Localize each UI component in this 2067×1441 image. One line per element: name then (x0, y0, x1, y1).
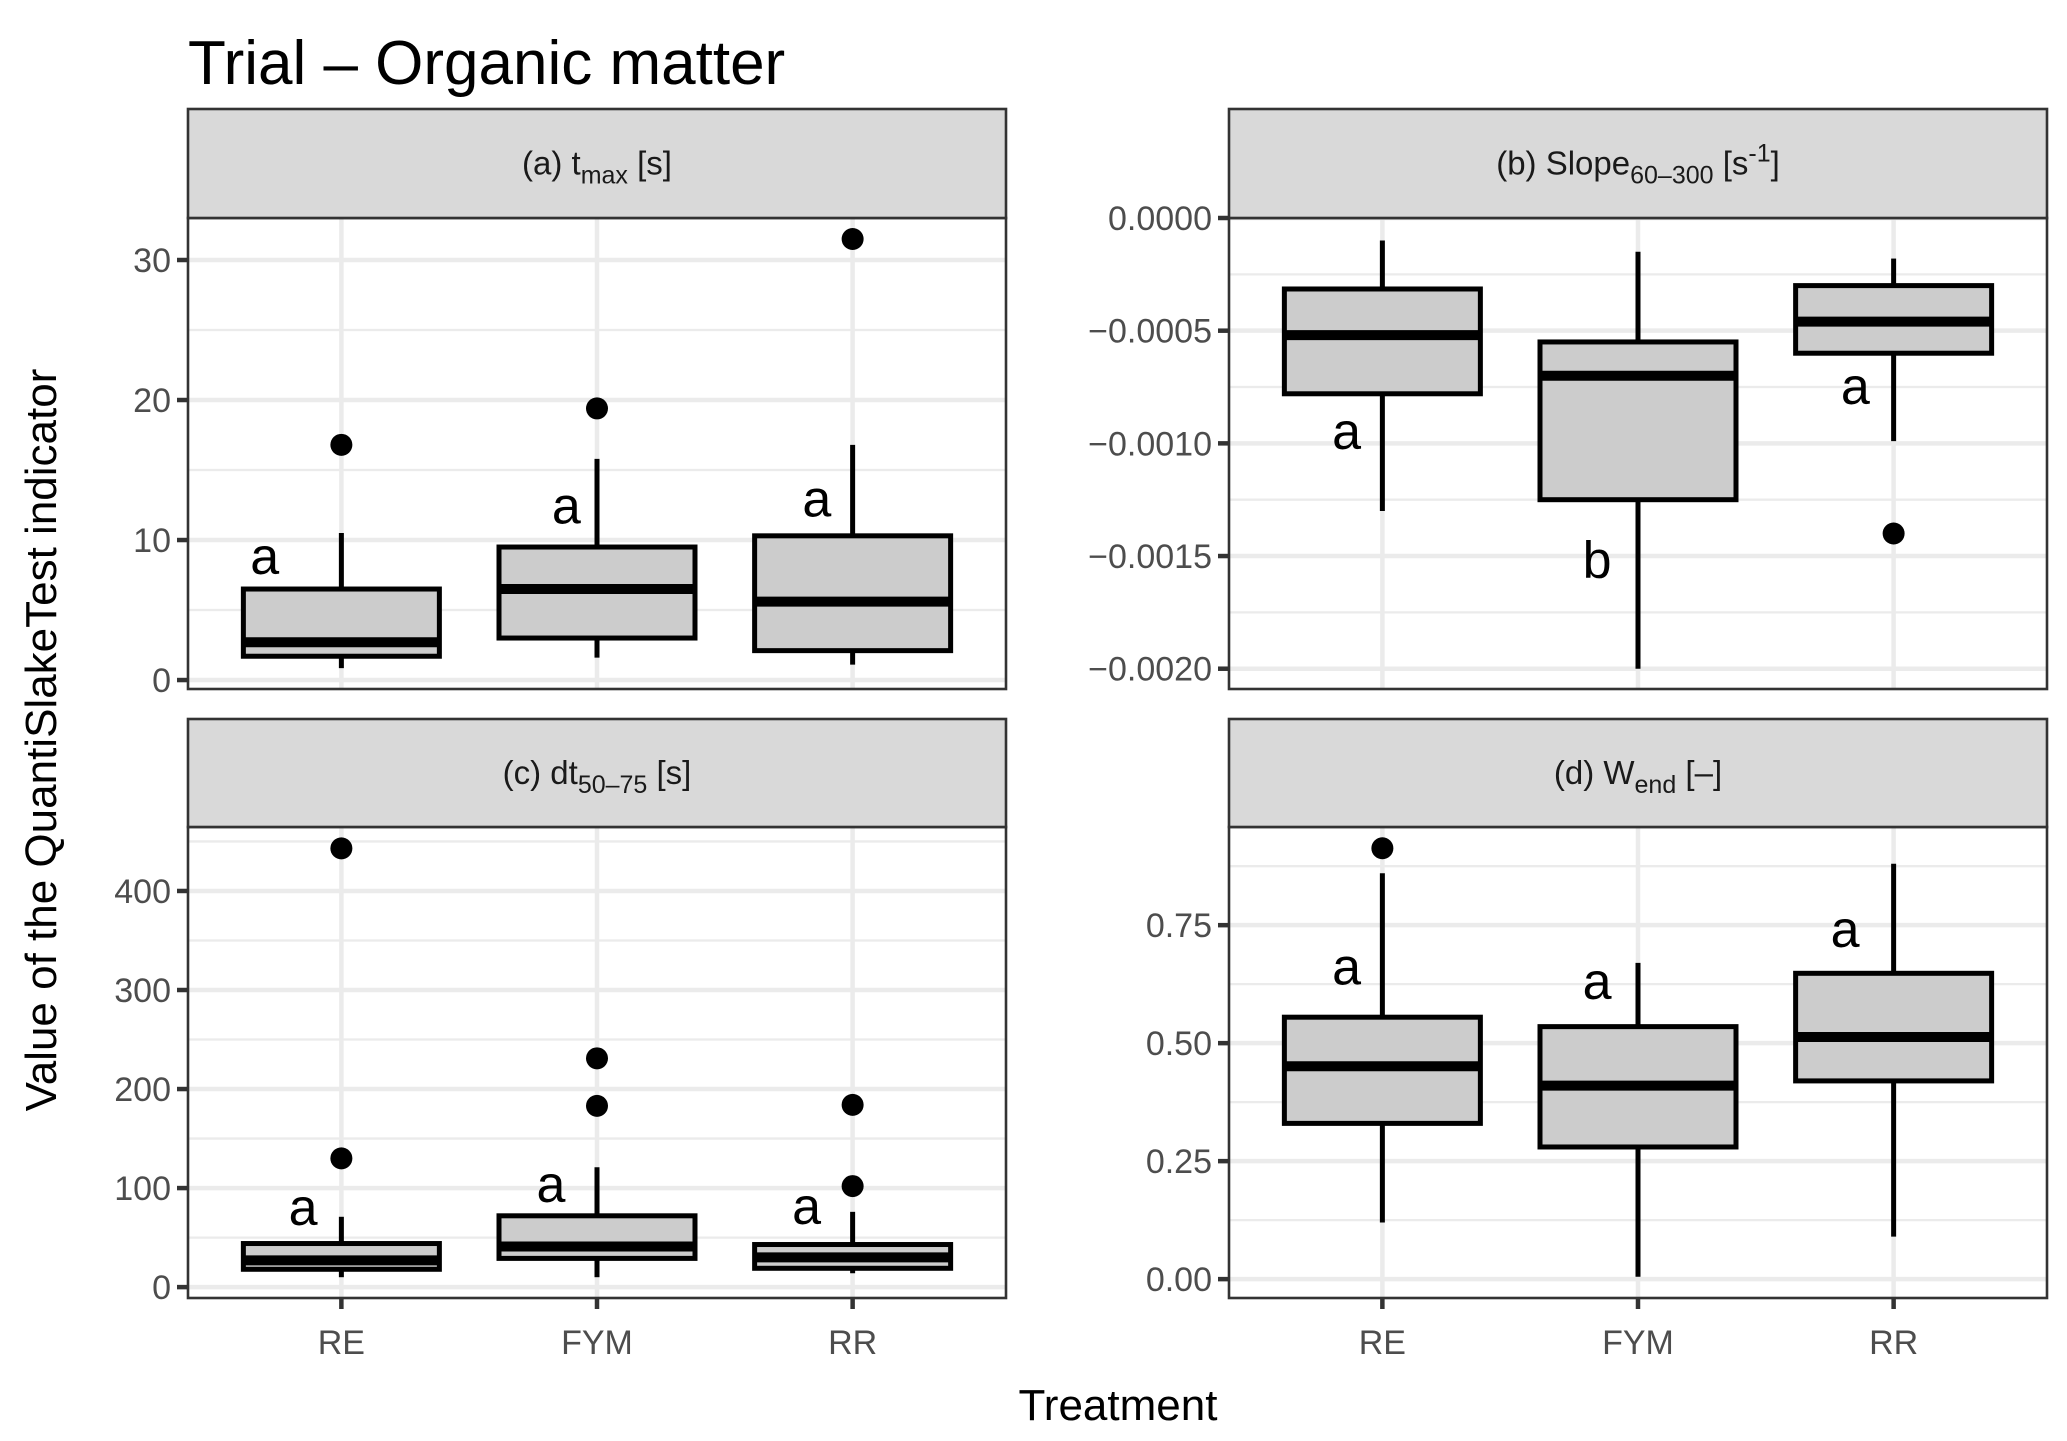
outlier-point (841, 1175, 864, 1198)
outlier-point (1371, 837, 1394, 860)
panel-b: 0.0000 −0.0005 −0.0010 −0.0015 −0.0020 a b a (b)… (1088, 107, 2049, 691)
facet-strip-label: (b) Slope60–300 [s-1] (1496, 140, 1780, 190)
y-tick-label: 10 (133, 522, 171, 560)
significance-letter: a (537, 1156, 566, 1214)
iqr-box (1537, 339, 1739, 503)
y-tick-label: 400 (114, 873, 171, 911)
significance-letter: a (1583, 953, 1612, 1011)
iqr-box (752, 533, 954, 654)
iqr-box (1793, 970, 1995, 1084)
box-RE: a (1281, 837, 1483, 1223)
outlier-point (1882, 522, 1905, 545)
facet-strip-label: (d) Wend [–] (1554, 754, 1722, 799)
significance-letter: b (1583, 532, 1612, 590)
x-axis-title: Treatment (1019, 1381, 1218, 1430)
significance-letter: a (1841, 358, 1870, 416)
box-RE: a (240, 837, 442, 1278)
outlier-point (586, 397, 608, 420)
x-tick-label: RE (318, 1324, 365, 1362)
outlier-point (330, 1147, 353, 1170)
x-tick-label: RR (828, 1324, 877, 1362)
facet-strip-label: (a) tmax [s] (522, 145, 672, 190)
chart-title: Trial – Organic matter (188, 29, 785, 98)
x-tick-label: RR (1869, 1324, 1918, 1362)
box-FYM: a (496, 397, 698, 658)
y-tick-label: 300 (114, 972, 171, 1010)
box-FYM: a (1537, 953, 1739, 1277)
x-tick-label: FYM (1602, 1324, 1674, 1362)
significance-letter: a (802, 470, 831, 528)
outlier-point (586, 1094, 608, 1117)
box-RR: a (752, 1093, 954, 1274)
outlier-point (330, 837, 353, 860)
box-RR: a (1793, 863, 1995, 1237)
y-tick-label: −0.0010 (1088, 425, 1212, 463)
significance-letter: a (250, 528, 279, 586)
y-tick-label: −0.0020 (1088, 651, 1212, 689)
y-tick-label: 200 (114, 1071, 171, 1109)
box-RE: a (1281, 240, 1483, 511)
x-tick-label: RE (1359, 1324, 1406, 1362)
y-tick-label: 0.0000 (1108, 200, 1212, 238)
panel-d: 0.00 0.25 0.50 0.75 a a a (d) Wend [–] RE FYM RR (1146, 717, 2049, 1362)
box-RE: a (240, 433, 442, 669)
outlier-point (330, 433, 353, 456)
y-tick-label: 0.50 (1146, 1025, 1212, 1063)
iqr-box (1281, 286, 1483, 397)
y-axis-title: Value of the QuantiSlakeTest indicator (17, 369, 66, 1112)
box-RR: a (752, 228, 954, 665)
outlier-point (586, 1047, 608, 1070)
facet-strip (1227, 107, 2049, 220)
facet-strip (186, 717, 1008, 829)
y-tick-label: 0.00 (1146, 1261, 1212, 1299)
facet-strip (186, 107, 1008, 220)
significance-letter: a (289, 1179, 318, 1237)
facet-panels: 0 10 20 30 a a a (a) tmax [s] 0.0000 −0.0005 −0.00… (114, 107, 2049, 1362)
panel-c: 0 100 200 300 400 a a a (c) dt50–75 [s] RE FYM RR (114, 717, 1008, 1362)
y-tick-label: 0 (152, 1269, 171, 1307)
y-tick-label: −0.0005 (1088, 313, 1212, 351)
panel-a: 0 10 20 30 a a a (a) tmax [s] (133, 107, 1008, 700)
outlier-point (841, 228, 864, 251)
significance-letter: a (1332, 939, 1361, 997)
y-tick-label: 100 (114, 1170, 171, 1208)
y-tick-label: 30 (133, 242, 171, 280)
outlier-point (841, 1093, 864, 1116)
y-tick-label: 0.25 (1146, 1143, 1212, 1181)
facet-strip (1227, 717, 2049, 829)
x-tick-label: FYM (561, 1324, 633, 1362)
y-tick-label: −0.0015 (1088, 538, 1212, 576)
iqr-box (496, 1213, 698, 1261)
significance-letter: a (1831, 901, 1860, 959)
box-FYM: a (496, 1047, 698, 1278)
significance-letter: a (1332, 403, 1361, 461)
significance-letter: a (792, 1178, 821, 1236)
facet-strip-label: (c) dt50–75 [s] (503, 754, 692, 799)
y-tick-label: 20 (133, 382, 171, 420)
y-tick-label: 0 (152, 662, 171, 700)
box-FYM: b (1537, 251, 1739, 669)
box-RR: a (1793, 258, 1995, 545)
significance-letter: a (552, 477, 581, 535)
y-tick-label: 0.75 (1146, 907, 1212, 945)
